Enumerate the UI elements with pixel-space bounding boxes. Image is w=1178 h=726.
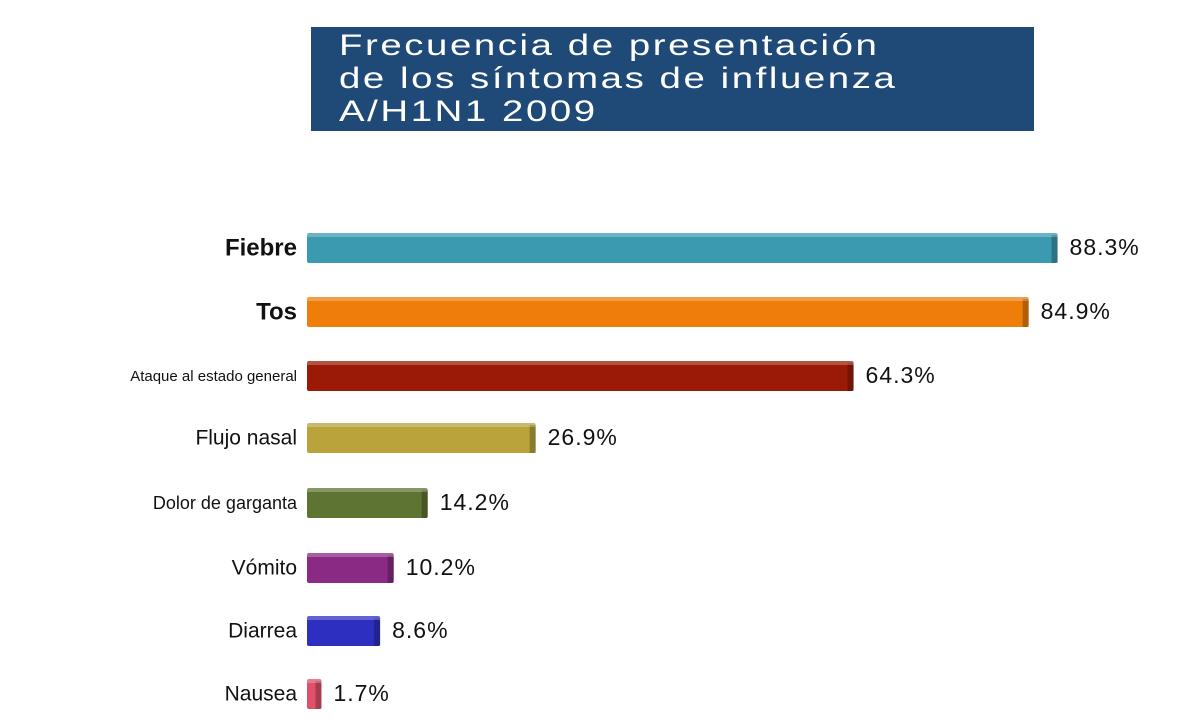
title-box: Frecuencia de presentación de los síntom… [311, 27, 1034, 131]
category-label: Tos [256, 298, 297, 325]
bar-edge [529, 425, 536, 453]
bar-highlight [307, 233, 1058, 237]
value-label: 1.7% [333, 680, 389, 706]
bar-highlight [307, 488, 428, 492]
value-label: 88.3% [1070, 234, 1140, 260]
category-label: Ataque al estado general [130, 368, 297, 385]
bar [307, 233, 1058, 263]
bar-highlight [307, 553, 394, 557]
bar [307, 553, 394, 583]
bar [307, 361, 854, 391]
bar-edge [847, 363, 854, 391]
bar [307, 616, 381, 646]
bar [307, 679, 322, 709]
value-label: 10.2% [406, 554, 476, 580]
category-label: Nausea [225, 683, 298, 706]
category-label: Flujo nasal [195, 427, 297, 450]
bar-edge [421, 490, 428, 518]
category-label: Vómito [232, 557, 297, 580]
bar [307, 297, 1029, 327]
bar [307, 423, 536, 453]
value-label: 8.6% [392, 617, 448, 643]
value-label: 64.3% [866, 362, 936, 388]
bar-edge [374, 618, 381, 646]
bar-highlight [307, 679, 322, 683]
bar-highlight [307, 616, 381, 620]
bar-highlight [307, 423, 536, 427]
bar-edge [1022, 299, 1029, 327]
bar-highlight [307, 361, 854, 365]
category-label: Fiebre [225, 234, 297, 261]
value-label: 84.9% [1041, 298, 1111, 324]
bar-highlight [307, 297, 1029, 301]
bar [307, 488, 428, 518]
chart-title: Frecuencia de presentación de los síntom… [339, 29, 898, 128]
category-label: Diarrea [228, 620, 297, 643]
category-label: Dolor de garganta [153, 493, 298, 513]
value-label: 14.2% [440, 489, 510, 515]
bar-edge [1051, 235, 1058, 263]
bar-edge [387, 555, 394, 583]
value-label: 26.9% [548, 424, 618, 450]
bar-edge [315, 681, 322, 709]
